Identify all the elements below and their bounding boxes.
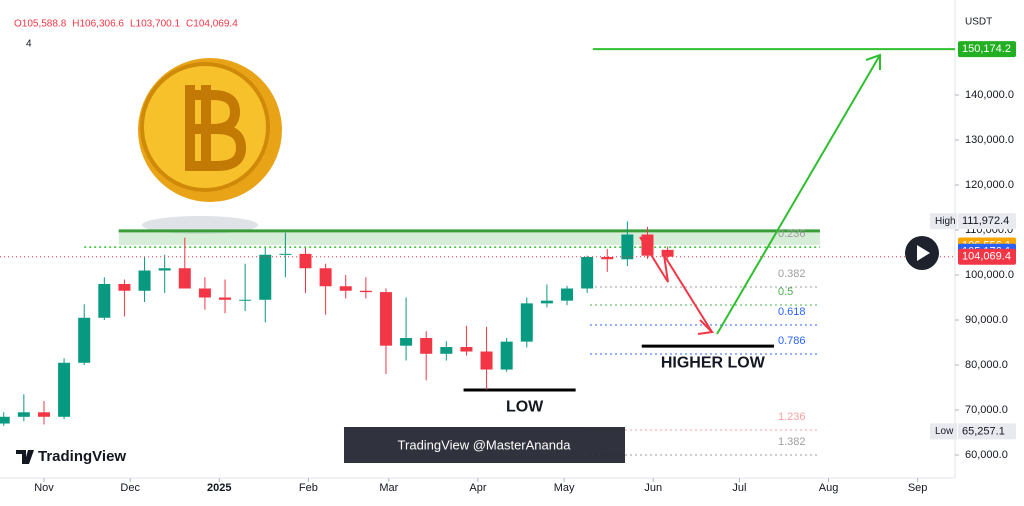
watermark-box [344, 427, 625, 463]
ohlc-value: O105,588.8 [14, 19, 67, 30]
y-tick-label: 140,000.0 [965, 89, 1014, 101]
resistance-zone [118, 230, 820, 245]
fib-label: 0.236 [778, 228, 806, 240]
candle-body [58, 362, 71, 417]
candle-body [98, 284, 111, 318]
y-tick-label: 130,000.0 [965, 134, 1014, 146]
price-label: 150,174.2 [962, 43, 1011, 55]
play-icon [917, 245, 930, 261]
x-tick-label: Feb [299, 482, 318, 494]
candle-body [339, 286, 352, 291]
x-tick-label: Apr [469, 482, 486, 494]
candle-body [500, 341, 513, 370]
annotation-label: LOW [506, 398, 544, 415]
price-tag-box [930, 423, 957, 440]
candle-body [561, 288, 574, 301]
x-tick-label: May [554, 482, 575, 494]
down-arrow-head [697, 319, 715, 335]
logo-icon [16, 450, 34, 464]
price-label: 104,069.4 [962, 251, 1011, 263]
candle-body [259, 254, 272, 300]
candle-body [78, 317, 91, 363]
candle-body [520, 303, 533, 342]
x-tick-label: Nov [34, 482, 54, 494]
candle-body [480, 351, 493, 370]
price-tag: High [935, 216, 956, 227]
candle-body [138, 270, 151, 291]
logo: TradingView [38, 448, 126, 465]
bitcoin-coin [138, 58, 282, 234]
candle-body [319, 268, 332, 287]
fib-label: 1.236 [778, 411, 806, 423]
price-label-box [958, 41, 1016, 58]
candle-body [279, 253, 292, 255]
fib-label: 0.382 [778, 268, 806, 280]
indicator-count: 4 [26, 39, 32, 50]
candle-body [601, 257, 614, 260]
fib-label: 1.382 [778, 436, 806, 448]
candle-body [400, 338, 413, 346]
candle-body [178, 268, 191, 289]
candle-body [460, 347, 473, 352]
price-label-box [958, 248, 1016, 265]
y-tick-label: 60,000.0 [965, 449, 1008, 461]
x-tick-label: Aug [819, 482, 839, 494]
y-tick-label: 70,000.0 [965, 404, 1008, 416]
x-tick-label: 2025 [207, 482, 231, 494]
price-label-box [958, 423, 1016, 440]
candle-body [198, 288, 211, 298]
down-arrow [639, 236, 713, 333]
watermark: TradingView @MasterAnanda [398, 437, 572, 452]
candle-body [359, 290, 372, 293]
candle-body [440, 347, 453, 354]
candle-body [239, 299, 252, 301]
candle-body [299, 253, 312, 269]
ohlc-value: C104,069.4 [186, 19, 238, 30]
candle-body [581, 257, 594, 289]
x-tick-label: Jun [644, 482, 662, 494]
y-tick-label: 120,000.0 [965, 179, 1014, 191]
candle-body [379, 292, 392, 346]
ohlc-value: H106,306.6 [72, 19, 124, 30]
x-tick-label: Jul [732, 482, 746, 494]
x-tick-label: Mar [379, 482, 398, 494]
y-tick-label: 80,000.0 [965, 359, 1008, 371]
fib-label: 0.5 [778, 286, 793, 298]
candle-body [118, 284, 131, 291]
candle-body [0, 416, 10, 424]
price-label: 111,972.4 [962, 215, 1009, 227]
price-tag-box [930, 213, 957, 230]
coin-symbol [185, 85, 247, 171]
price-label: 65,257.1 [962, 425, 1005, 437]
candle-body [158, 268, 171, 271]
candle-body [17, 412, 30, 417]
candle-body [37, 412, 50, 417]
annotation-label: HIGHER LOW [661, 354, 766, 371]
y-tick-label: 90,000.0 [965, 314, 1008, 326]
fib-label: 0.786 [778, 335, 806, 347]
candle-body [641, 234, 654, 256]
ohlc-value: L103,700.1 [130, 19, 180, 30]
price-tag: Low [935, 426, 954, 437]
y-tick-label: 100,000.0 [965, 269, 1014, 281]
price-label-box [958, 213, 1016, 230]
candle-body [219, 297, 232, 300]
candle-body [420, 338, 433, 354]
up-arrow [716, 54, 881, 335]
currency: USDT [965, 17, 992, 28]
up-arrow-head [865, 53, 881, 70]
candle-body [661, 249, 674, 257]
x-tick-label: Sep [908, 482, 928, 494]
candle-body [621, 234, 634, 260]
candle-body [540, 300, 553, 304]
fib-label: 0.618 [778, 306, 806, 318]
x-tick-label: Dec [120, 482, 140, 494]
